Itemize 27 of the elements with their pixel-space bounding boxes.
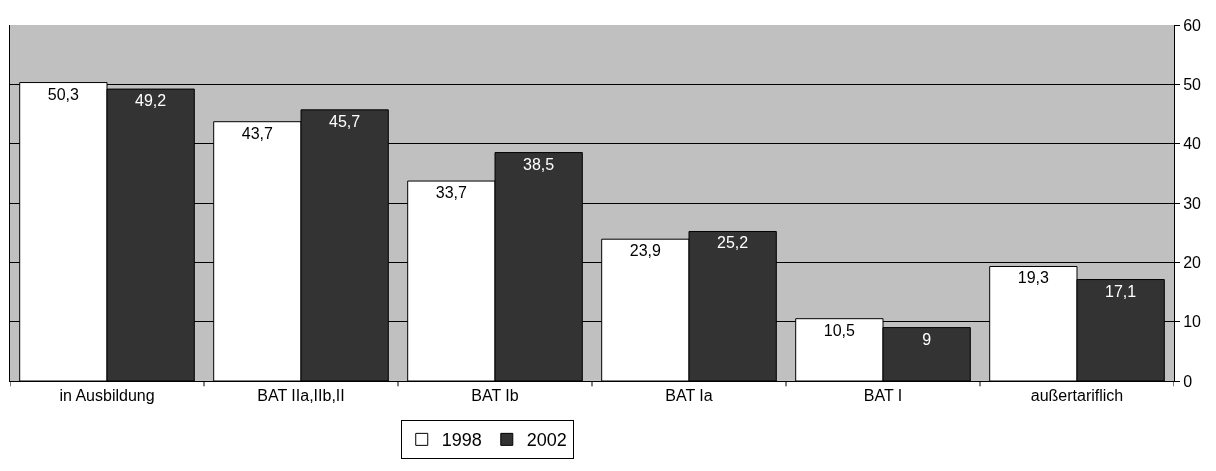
y-tick-label: 60 [1183,16,1202,34]
data-label: 38,5 [523,155,555,173]
x-tick-label: in Ausbildung [59,387,155,405]
x-tick-label: BAT Ib [471,387,519,405]
x-tick-label: BAT Ia [665,387,713,405]
data-label: 33,7 [435,184,467,202]
data-label: 9 [922,330,932,348]
data-label: 45,7 [329,112,361,130]
x-tick-label: BAT I [863,387,903,405]
y-tick-label: 50 [1183,75,1202,93]
y-tick-label: 0 [1183,372,1193,390]
legend-label: 2002 [526,430,567,451]
data-label: 10,5 [823,321,855,339]
data-label: 43,7 [241,124,273,142]
data-label: 23,9 [629,242,661,260]
data-label: 19,3 [1017,269,1049,287]
x-tick-label: außertariflich [1030,387,1124,405]
data-label: 25,2 [717,234,749,252]
legend-label: 1998 [441,430,482,451]
y-tick-label: 10 [1183,313,1202,331]
data-label: 49,2 [135,92,167,110]
data-label: 17,1 [1105,282,1137,300]
y-tick-label: 40 [1183,135,1202,153]
x-tick-label: BAT IIa,IIb,II [257,387,345,405]
data-label: 50,3 [47,85,79,103]
y-tick-label: 30 [1183,194,1202,212]
y-tick-label: 20 [1183,253,1202,271]
